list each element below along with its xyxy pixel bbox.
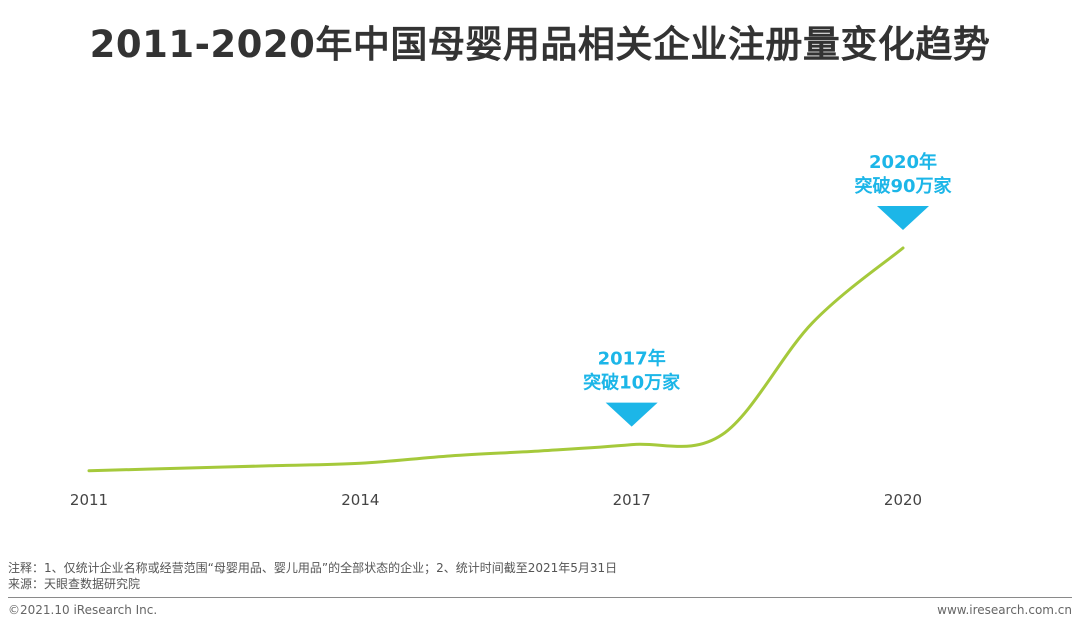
x-tick-label: 2017 <box>613 491 651 509</box>
annotation-marker <box>605 402 658 427</box>
x-tick-label: 2014 <box>341 491 379 509</box>
series-line <box>87 246 905 473</box>
annotation-text: 突破90万家 <box>854 175 952 197</box>
annotation-year: 2020年 <box>869 151 937 173</box>
source-text: 来源：天眼查数据研究院 <box>8 577 141 591</box>
annotation-text: 突破10万家 <box>583 372 681 394</box>
chart-notes: 注释：1、仅统计企业名称或经营范围“母婴用品、婴儿用品”的全部状态的企业；2、统… <box>8 560 617 592</box>
chart-title: 2011-2020年中国母婴用品相关企业注册量变化趋势 <box>89 23 991 66</box>
annotation-year: 2017年 <box>598 348 666 370</box>
website-link[interactable]: www.iresearch.com.cn <box>937 603 1072 617</box>
copyright-text: ©2021.10 iResearch Inc. <box>8 603 158 617</box>
x-tick-label: 2020 <box>884 491 922 509</box>
footer-divider <box>8 597 1072 598</box>
annotation-marker <box>877 206 929 230</box>
x-tick-label: 2011 <box>70 491 108 509</box>
note-text: 注释：1、仅统计企业名称或经营范围“母婴用品、婴儿用品”的全部状态的企业；2、统… <box>8 561 618 575</box>
